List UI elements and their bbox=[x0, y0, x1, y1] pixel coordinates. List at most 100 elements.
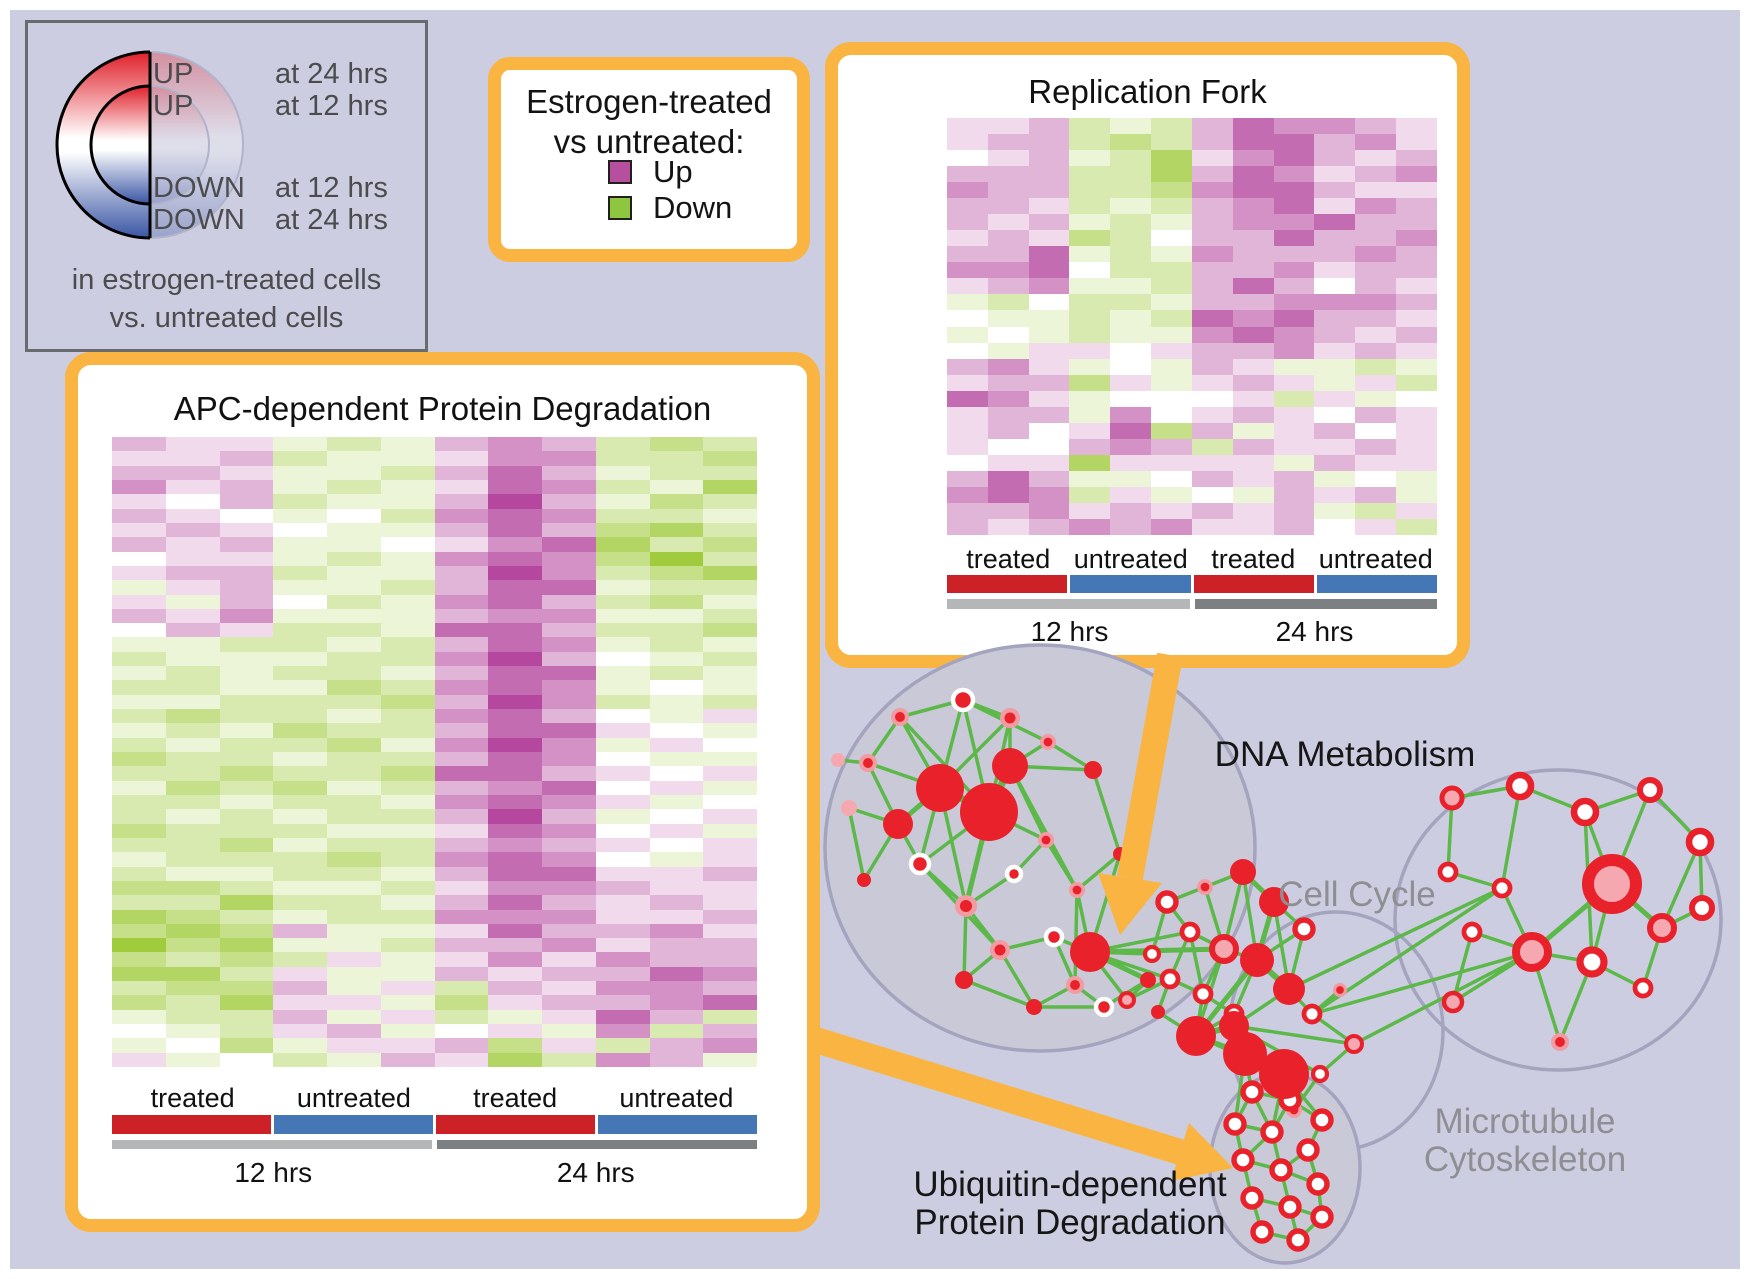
heatmap-cell bbox=[327, 766, 381, 781]
heatmap-cell bbox=[273, 479, 327, 495]
heatmap-cell bbox=[947, 118, 988, 135]
heatmap-cell bbox=[380, 909, 435, 924]
heatmap-cell bbox=[434, 723, 489, 738]
heatmap-cell bbox=[380, 1038, 435, 1053]
heatmap-cell bbox=[1273, 246, 1315, 263]
treatment-group-label: untreated bbox=[1073, 544, 1188, 574]
heatmap-cell bbox=[595, 1024, 650, 1039]
heatmap-cell bbox=[219, 651, 274, 667]
replication-treatment-bars bbox=[947, 575, 1437, 593]
heatmap-cell bbox=[273, 909, 327, 924]
heatmap-cell bbox=[273, 666, 327, 681]
heatmap-cell bbox=[1232, 326, 1274, 343]
heatmap-cell bbox=[1396, 118, 1437, 135]
heatmap-cell bbox=[1069, 454, 1111, 471]
ring-legend-up-24: UP bbox=[153, 58, 194, 90]
heatmap-cell bbox=[434, 880, 489, 896]
heatmap-cell bbox=[434, 623, 489, 638]
heatmap-cell bbox=[649, 694, 704, 710]
heatmap-cell bbox=[649, 608, 704, 624]
apc-heatmap bbox=[112, 437, 757, 1067]
heatmap-cell bbox=[703, 479, 757, 495]
heatmap-cell bbox=[542, 594, 596, 609]
heatmap-cell bbox=[1069, 198, 1111, 215]
heatmap-cell bbox=[273, 465, 327, 480]
heatmap-cell bbox=[1028, 134, 1070, 151]
heatmap-cell bbox=[1232, 230, 1274, 247]
heatmap-cell bbox=[703, 522, 757, 538]
heatmap-cell bbox=[1232, 454, 1274, 471]
heatmap-cell bbox=[1151, 310, 1192, 327]
heatmap-cell bbox=[1110, 502, 1152, 519]
heatmap-cell bbox=[1314, 166, 1356, 183]
heatmap-cell bbox=[1069, 358, 1111, 375]
heatmap-cell bbox=[703, 666, 757, 681]
heatmap-cell bbox=[595, 565, 650, 581]
heatmap-cell bbox=[595, 723, 650, 738]
heatmap-cell bbox=[434, 752, 489, 767]
heatmap-cell bbox=[1355, 374, 1397, 391]
heatmap-cell bbox=[542, 1024, 596, 1039]
heatmap-cell bbox=[947, 214, 988, 231]
heatmap-cell bbox=[327, 895, 381, 910]
heatmap-cell bbox=[273, 608, 327, 624]
heatmap-cell bbox=[488, 1009, 542, 1025]
heatmap-cell bbox=[327, 623, 381, 638]
heatmap-cell bbox=[219, 537, 274, 552]
heatmap-cell bbox=[434, 766, 489, 781]
heatmap-cell bbox=[1151, 246, 1192, 263]
heatmap-cell bbox=[947, 310, 988, 327]
heatmap-cell bbox=[595, 651, 650, 667]
heatmap-cell bbox=[947, 454, 988, 471]
heatmap-cell bbox=[987, 326, 1029, 343]
heatmap-cell bbox=[1151, 422, 1192, 439]
heatmap-cell bbox=[542, 766, 596, 781]
heatmap-cell bbox=[1110, 166, 1152, 183]
heatmap-cell bbox=[165, 537, 220, 552]
heatmap-cell bbox=[165, 923, 220, 939]
heatmap-cell bbox=[488, 981, 542, 996]
heatmap-cell bbox=[1314, 150, 1356, 167]
untreated-bar bbox=[274, 1115, 433, 1134]
heatmap-cell bbox=[595, 437, 650, 452]
heatmap-cell bbox=[434, 508, 489, 523]
ring-legend-box: UP at 24 hrs UP at 12 hrs DOWN at 12 hrs… bbox=[25, 20, 428, 352]
heatmap-cell bbox=[219, 565, 274, 581]
heatmap-cell bbox=[273, 537, 327, 552]
heatmap-cell bbox=[434, 823, 489, 838]
heatmap-cell bbox=[987, 182, 1029, 199]
heatmap-cell bbox=[1191, 214, 1233, 231]
heatmap-cell bbox=[1232, 502, 1274, 519]
heatmap-cell bbox=[1110, 438, 1152, 455]
heatmap-cell bbox=[488, 823, 542, 838]
heatmap-cell bbox=[112, 737, 166, 752]
heatmap-cell bbox=[165, 709, 220, 724]
heatmap-cell bbox=[1314, 374, 1356, 391]
heatmap-cell bbox=[327, 995, 381, 1010]
heatmap-cell bbox=[488, 580, 542, 595]
heatmap-cell bbox=[112, 522, 166, 538]
heatmap-cell bbox=[488, 995, 542, 1010]
heatmap-cell bbox=[1191, 326, 1233, 343]
heatmap-cell bbox=[649, 766, 704, 781]
heatmap-cell bbox=[1232, 294, 1274, 311]
heatmap-cell bbox=[1191, 150, 1233, 167]
heatmap-cell bbox=[112, 909, 166, 924]
heatmap-cell bbox=[1151, 342, 1192, 359]
heatmap-cell bbox=[1069, 390, 1111, 407]
heatmap-cell bbox=[165, 494, 220, 509]
heatmap-cell bbox=[1355, 134, 1397, 151]
heatmap-cell bbox=[542, 952, 596, 967]
heatmap-cell bbox=[380, 465, 435, 480]
heatmap-cell bbox=[542, 709, 596, 724]
heatmap-cell bbox=[488, 666, 542, 681]
heatmap-cell bbox=[327, 651, 381, 667]
heatmap-cell bbox=[434, 551, 489, 566]
heatmap-cell bbox=[1110, 246, 1152, 263]
heatmap-cell bbox=[434, 608, 489, 624]
heatmap-cell bbox=[219, 437, 274, 452]
heatmap-cell bbox=[380, 537, 435, 552]
replication-heatmap bbox=[947, 118, 1437, 535]
heatmap-cell bbox=[1069, 182, 1111, 199]
heatmap-cell bbox=[1232, 518, 1274, 535]
